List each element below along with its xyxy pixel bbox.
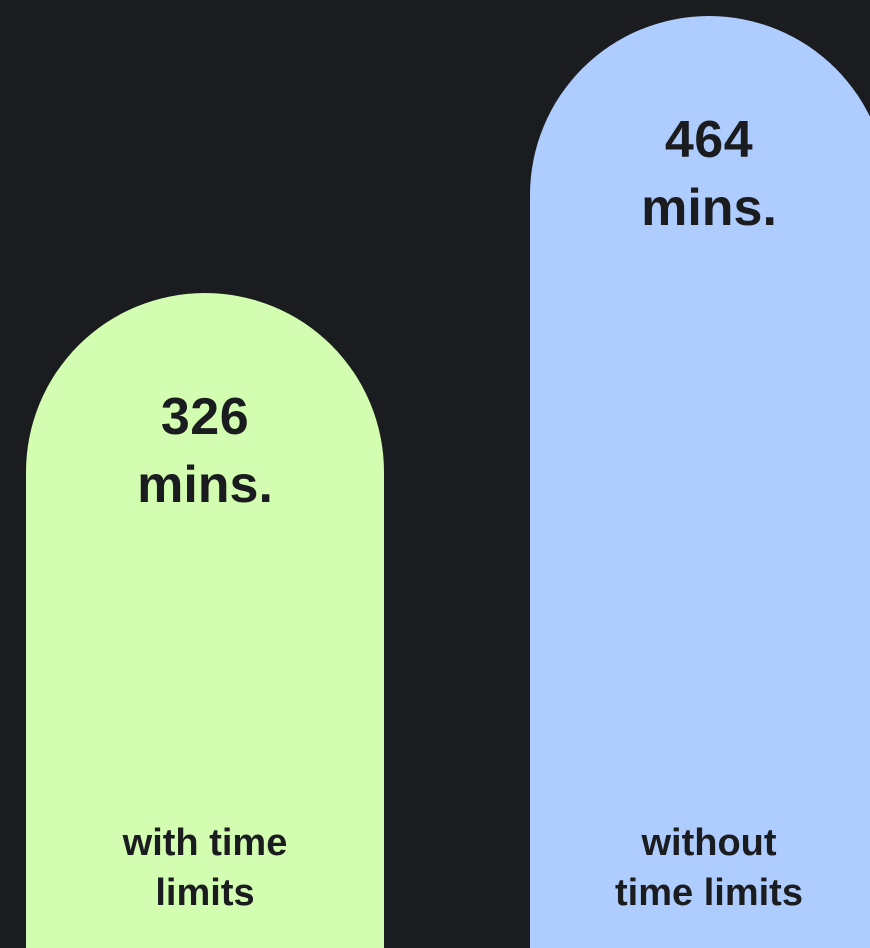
category-label-line: limits [155, 872, 255, 914]
bar-without-time-limits: 464 mins. without time limits [530, 16, 870, 948]
category-label-line: time limits [615, 872, 803, 914]
bar-value-unit: mins. [137, 456, 273, 514]
bar-category-label: without time limits [530, 818, 870, 918]
bar-value-label: 326 mins. [26, 383, 384, 519]
bar-value-label: 464 mins. [530, 106, 870, 242]
bar-value-unit: mins. [641, 179, 777, 237]
bar-with-time-limits: 326 mins. with time limits [26, 293, 384, 948]
bar-category-label: with time limits [26, 818, 384, 918]
bar-value-number: 464 [664, 111, 754, 169]
category-label-line: with time [122, 822, 288, 864]
category-label-line: without [641, 822, 777, 864]
bar-value-number: 326 [160, 388, 250, 446]
